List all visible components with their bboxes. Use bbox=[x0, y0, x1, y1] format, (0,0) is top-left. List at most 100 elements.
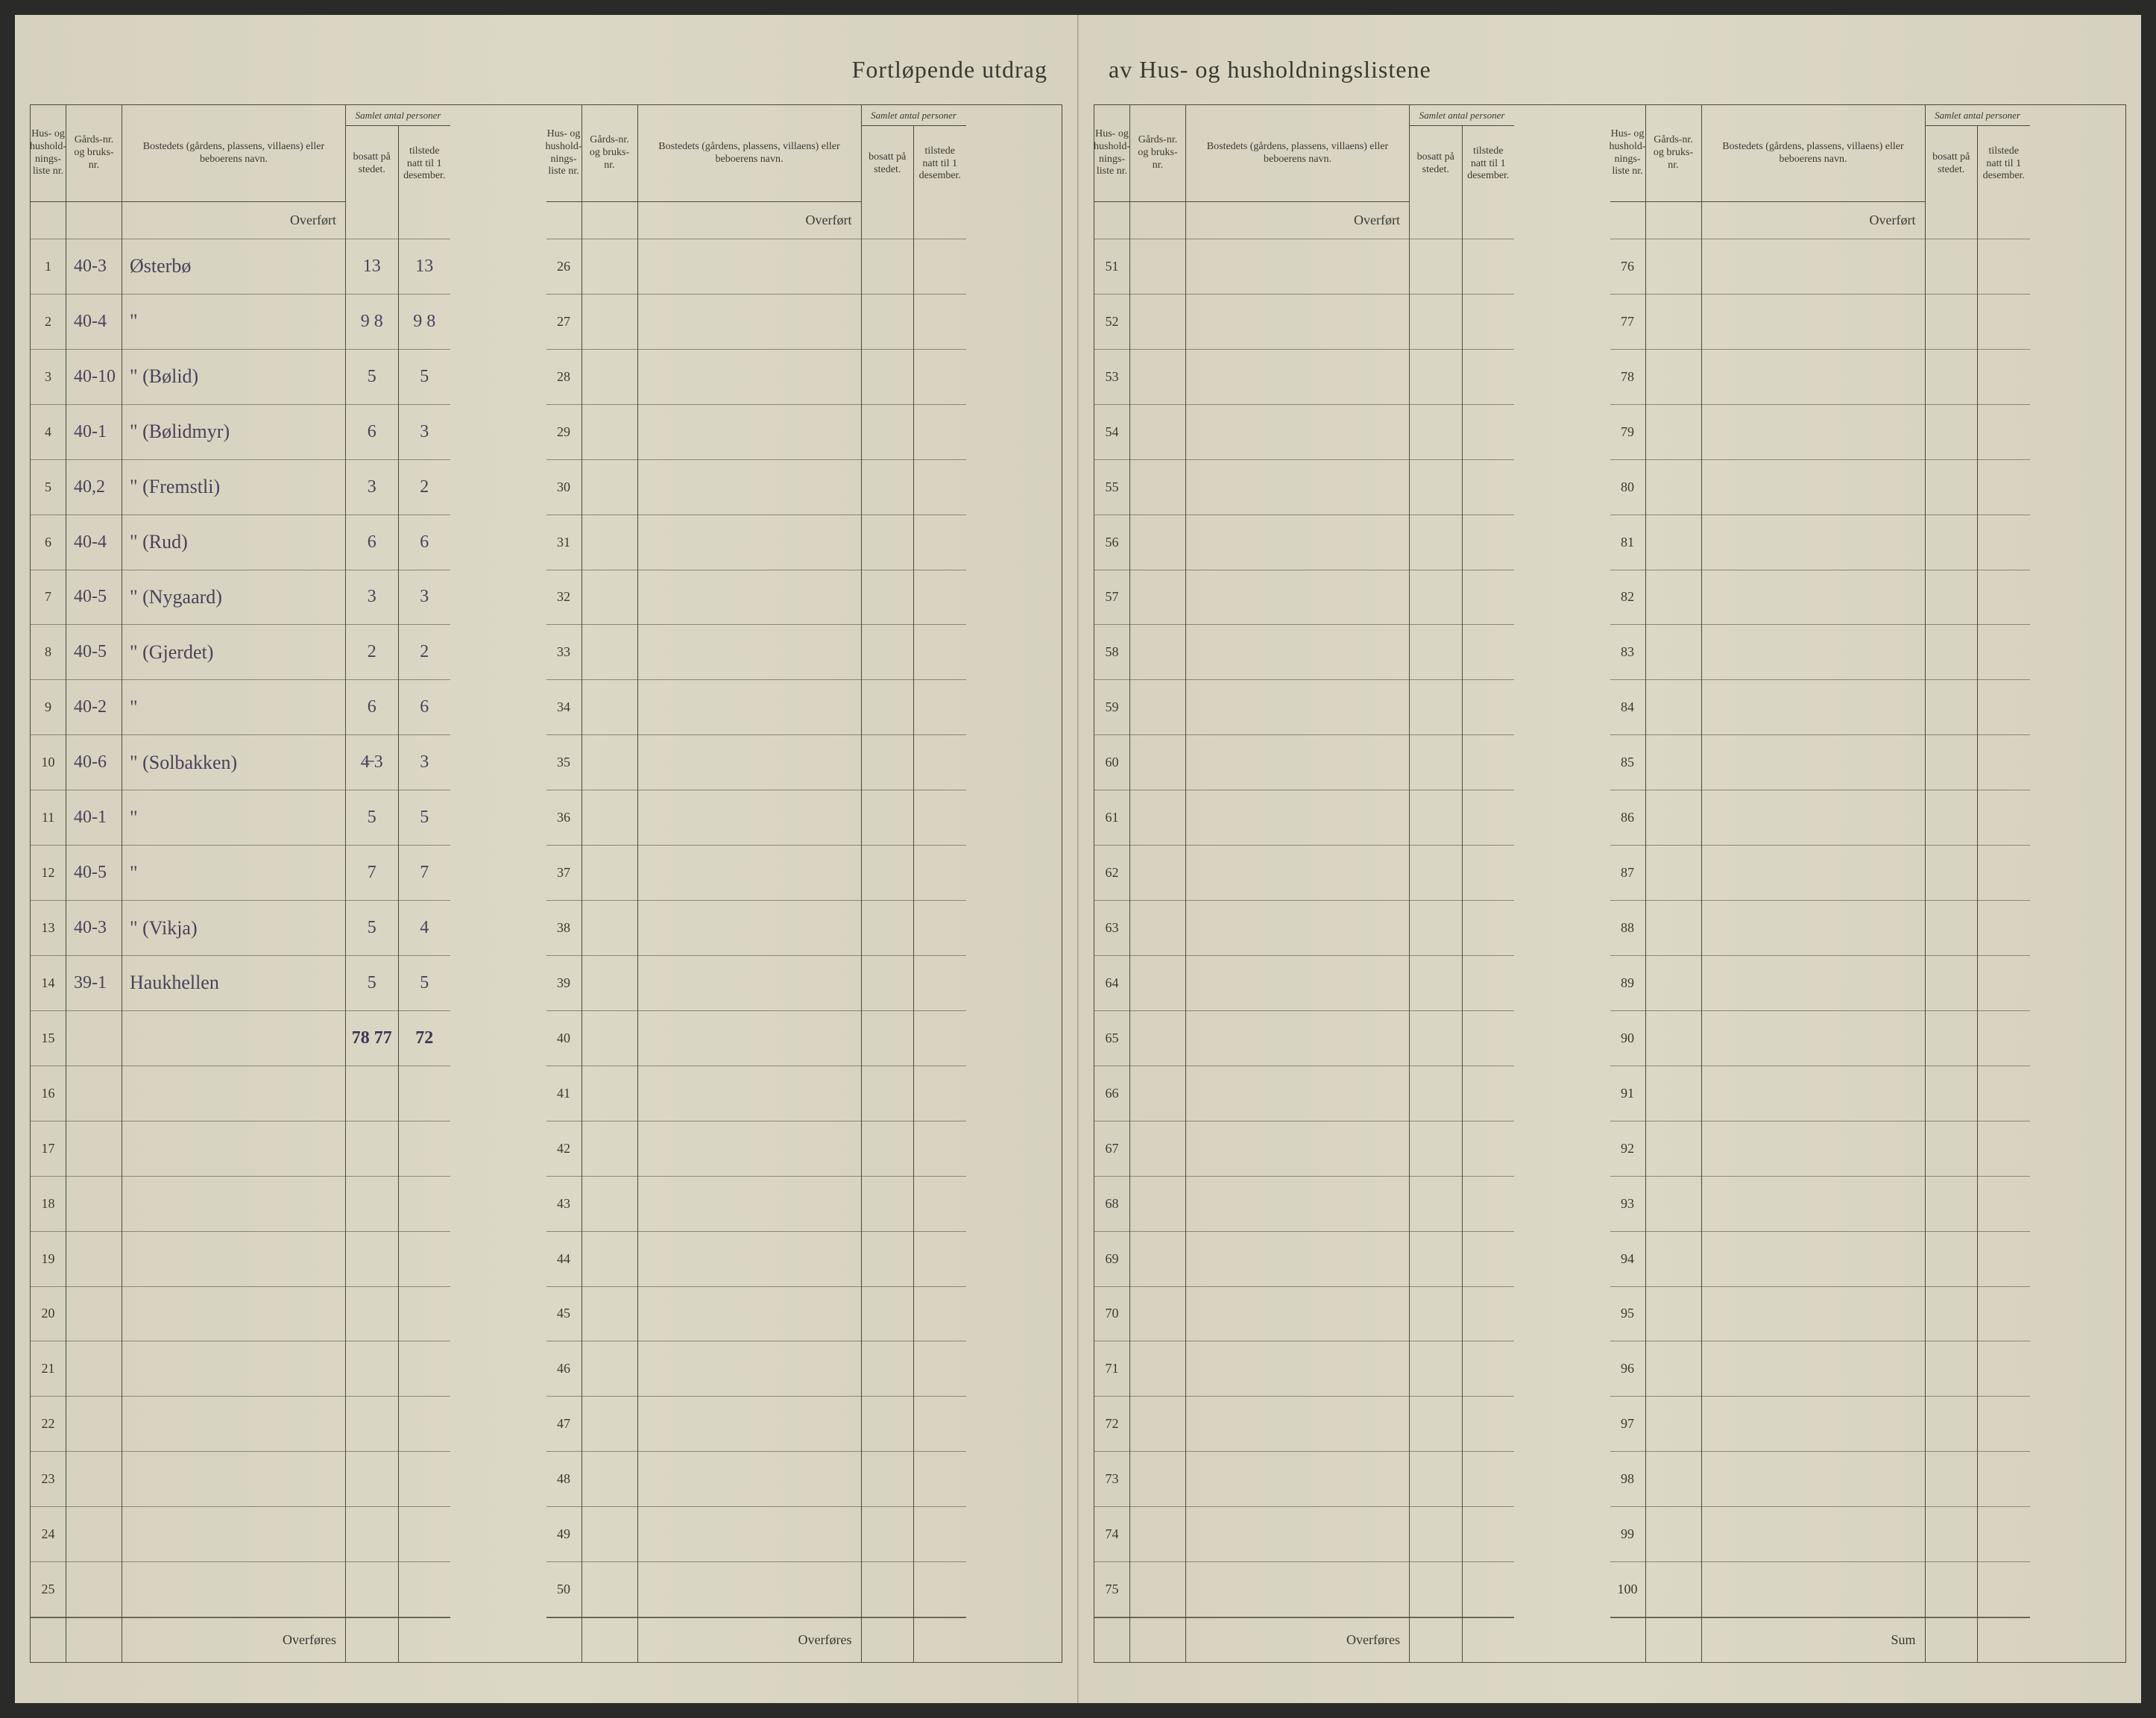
table-cell: 8 bbox=[31, 625, 66, 680]
table-cell bbox=[638, 790, 861, 846]
table-cell bbox=[399, 1562, 451, 1617]
page-title-left: Fortløpende utdrag bbox=[852, 56, 1047, 84]
table-cell: 40-3 bbox=[66, 239, 122, 295]
ledger-column: Hus- og hushold-nings-liste nr.262728293… bbox=[546, 105, 582, 1662]
table-cell bbox=[1978, 625, 2030, 680]
table-cell bbox=[122, 1452, 345, 1507]
table-cell bbox=[1978, 1397, 2030, 1452]
table-cell: 13 bbox=[399, 239, 451, 295]
table-cell bbox=[638, 405, 861, 460]
table-cell bbox=[582, 295, 637, 350]
footer-cell bbox=[1926, 1617, 1978, 1662]
table-cell bbox=[1186, 1397, 1409, 1452]
table-cell bbox=[346, 1177, 398, 1232]
table-cell bbox=[1978, 680, 2030, 735]
ledger-column: Gårds-nr. og bruks-nr.40-340-440-1040-14… bbox=[66, 105, 122, 1662]
table-cell bbox=[1130, 901, 1185, 956]
table-cell bbox=[1130, 1397, 1185, 1452]
column-subheader: bosatt på stedet. bbox=[1410, 126, 1462, 202]
table-cell bbox=[1646, 1177, 1701, 1232]
table-cell bbox=[862, 1011, 914, 1066]
table-cell: 40-5 bbox=[66, 846, 122, 901]
table-cell: 69 bbox=[1094, 1232, 1129, 1287]
table-cell bbox=[582, 1562, 637, 1617]
table-cell bbox=[1926, 790, 1978, 846]
table-cell: Haukhellen bbox=[122, 956, 345, 1011]
table-cell: 47 bbox=[546, 1397, 581, 1452]
table-cell bbox=[399, 1341, 451, 1397]
table-cell bbox=[122, 1011, 345, 1066]
table-cell bbox=[1978, 1232, 2030, 1287]
table-cell: 77 bbox=[1610, 295, 1645, 350]
table-cell: 56 bbox=[1094, 515, 1129, 570]
footer-row bbox=[546, 1617, 581, 1662]
table-cell bbox=[1463, 1397, 1515, 1452]
footer-cell bbox=[1410, 1617, 1462, 1662]
table-cell: 2 bbox=[346, 625, 398, 680]
table-cell: 3 bbox=[346, 570, 398, 626]
table-cell bbox=[1463, 460, 1515, 515]
table-cell bbox=[1926, 1397, 1978, 1452]
table-cell bbox=[1646, 350, 1701, 405]
table-cell bbox=[862, 350, 914, 405]
table-cell bbox=[1410, 515, 1462, 570]
table-cell bbox=[1646, 790, 1701, 846]
ledger-right: Hus- og hushold-nings-liste nr.515253545… bbox=[1094, 104, 2126, 1663]
table-cell: 23 bbox=[31, 1452, 66, 1507]
table-cell bbox=[582, 460, 637, 515]
table-cell bbox=[1130, 405, 1185, 460]
footer-row bbox=[1130, 1617, 1185, 1662]
table-cell bbox=[582, 570, 637, 626]
table-cell bbox=[1463, 570, 1515, 626]
table-cell bbox=[1702, 846, 1925, 901]
footer-row bbox=[66, 1617, 122, 1662]
table-cell bbox=[1186, 735, 1409, 790]
table-cell bbox=[1702, 1066, 1925, 1121]
table-cell bbox=[582, 1121, 637, 1177]
table-cell bbox=[914, 680, 966, 735]
table-cell bbox=[1702, 680, 1925, 735]
table-cell: 36 bbox=[546, 790, 581, 846]
table-cell bbox=[1646, 239, 1701, 295]
table-cell bbox=[1978, 735, 2030, 790]
table-cell: 59 bbox=[1094, 680, 1129, 735]
table-cell: 92 bbox=[1610, 1121, 1645, 1177]
table-cell: 5 bbox=[346, 956, 398, 1011]
table-cell bbox=[862, 1397, 914, 1452]
table-cell: 32 bbox=[546, 570, 581, 626]
table-cell bbox=[1978, 1287, 2030, 1342]
table-cell bbox=[1926, 515, 1978, 570]
table-cell bbox=[1926, 1341, 1978, 1397]
table-cell: 24 bbox=[31, 1507, 66, 1562]
table-cell: 4 bbox=[399, 901, 451, 956]
table-cell bbox=[638, 570, 861, 626]
table-cell: 12 bbox=[31, 846, 66, 901]
table-cell: " (Bølidmyr) bbox=[122, 405, 345, 460]
table-cell bbox=[1463, 625, 1515, 680]
table-cell bbox=[1702, 735, 1925, 790]
table-cell bbox=[346, 1232, 398, 1287]
table-cell bbox=[1130, 735, 1185, 790]
table-cell bbox=[638, 1507, 861, 1562]
table-cell: 16 bbox=[31, 1066, 66, 1121]
table-cell: 33 bbox=[546, 625, 581, 680]
table-cell: 58 bbox=[1094, 625, 1129, 680]
table-cell bbox=[1926, 1011, 1978, 1066]
table-cell bbox=[1646, 295, 1701, 350]
table-cell bbox=[1130, 515, 1185, 570]
footer-row bbox=[1646, 1617, 1701, 1662]
table-cell: " bbox=[122, 790, 345, 846]
table-cell bbox=[638, 1452, 861, 1507]
column-header: Bostedets (gårdens, plassens, villaens) … bbox=[1702, 105, 1925, 202]
table-cell bbox=[1186, 1507, 1409, 1562]
table-cell bbox=[638, 350, 861, 405]
ledger-column: Bostedets (gårdens, plassens, villaens) … bbox=[122, 105, 346, 1662]
table-cell bbox=[638, 1232, 861, 1287]
person-columns: Samlet antal personerbosatt på stedet.13… bbox=[346, 105, 450, 1662]
table-cell: 84 bbox=[1610, 680, 1645, 735]
table-cell: 68 bbox=[1094, 1177, 1129, 1232]
table-cell bbox=[1702, 625, 1925, 680]
table-cell bbox=[122, 1177, 345, 1232]
table-cell: 70 bbox=[1094, 1287, 1129, 1342]
table-cell bbox=[122, 1121, 345, 1177]
